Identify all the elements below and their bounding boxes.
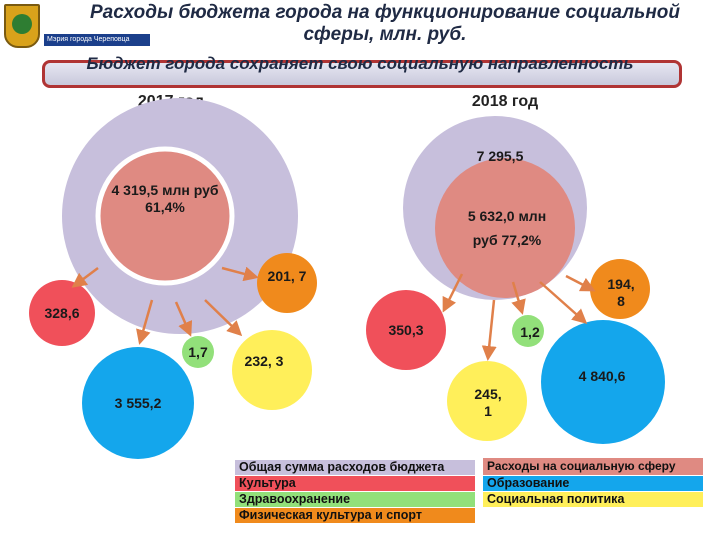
bubble-2018-health <box>512 315 544 347</box>
legend: Общая сумма расходов бюджета Культура Зд… <box>235 458 703 524</box>
label-2018-education: 4 840,6 <box>578 368 626 384</box>
bubble-2017-social-policy <box>232 330 312 410</box>
legend-sport: Физическая культура и спорт <box>235 508 475 523</box>
bubble-2018-culture <box>366 290 446 370</box>
legend-social: Расходы на социальную сферу <box>483 458 703 475</box>
city-coat-of-arms-icon <box>4 4 40 48</box>
label-2017-social-policy: 232, 3 <box>244 353 284 369</box>
bubble-2018-social <box>435 158 575 298</box>
subtitle-frame <box>42 60 682 88</box>
page-title: Расходы бюджета города на функционирован… <box>89 2 681 45</box>
bubble-2017-culture <box>29 280 95 346</box>
logo-banner: Мэрия города Череповца <box>44 34 150 46</box>
label-2018-social: 5 632,0 млн руб 77,2% <box>467 208 547 248</box>
arrow-2017-health <box>174 301 193 337</box>
legend-culture: Культура <box>235 476 475 491</box>
label-2018-sport: 245, 1 <box>474 386 502 419</box>
bubble-2017-social <box>95 146 235 286</box>
arrow-2018-health <box>511 281 526 315</box>
arrow-2017-education <box>136 299 154 345</box>
label-2018-culture: 350,3 <box>388 322 424 338</box>
label-2017-health: 1,7 <box>188 344 208 360</box>
bubble-2018-social-policy <box>590 259 650 319</box>
arrow-2017-culture <box>71 267 99 288</box>
arrow-2017-social-policy <box>204 299 243 337</box>
logo-caption: Мэрия города Череповца <box>47 36 130 43</box>
legend-social-policy: Социальная политика <box>483 492 703 507</box>
year-2018-label: 2018 год <box>471 93 539 110</box>
arrow-2018-education <box>539 281 588 324</box>
label-2017-education: 3 555,2 <box>114 395 162 411</box>
legend-education: Образование <box>483 476 703 491</box>
arrow-2017-sport <box>221 266 259 282</box>
label-2018-social-policy: 194, 8 <box>607 276 635 309</box>
legend-health: Здравоохранение <box>235 492 475 507</box>
bubble-2018-education <box>541 320 665 444</box>
label-2017-sport: 201, 7 <box>267 268 307 284</box>
arrow-2018-sport <box>481 299 497 361</box>
label-2017-social: 4 319,5 млн руб 61,4% <box>111 182 219 215</box>
bubble-2018-sport <box>447 361 527 441</box>
page-subtitle: Бюджет города сохраняет свою социальную … <box>86 54 634 73</box>
bubble-2017-sport <box>257 253 317 313</box>
arrow-2018-social-policy <box>565 274 596 292</box>
label-2018-health: 1,2 <box>520 324 540 340</box>
label-2017-culture: 328,6 <box>44 305 80 321</box>
label-2018-total: 7 295,5 <box>476 148 524 164</box>
bubble-2017-education <box>82 347 194 459</box>
legend-total: Общая сумма расходов бюджета <box>235 460 475 475</box>
bubble-2017-health <box>182 336 214 368</box>
arrow-2018-culture <box>442 273 464 313</box>
